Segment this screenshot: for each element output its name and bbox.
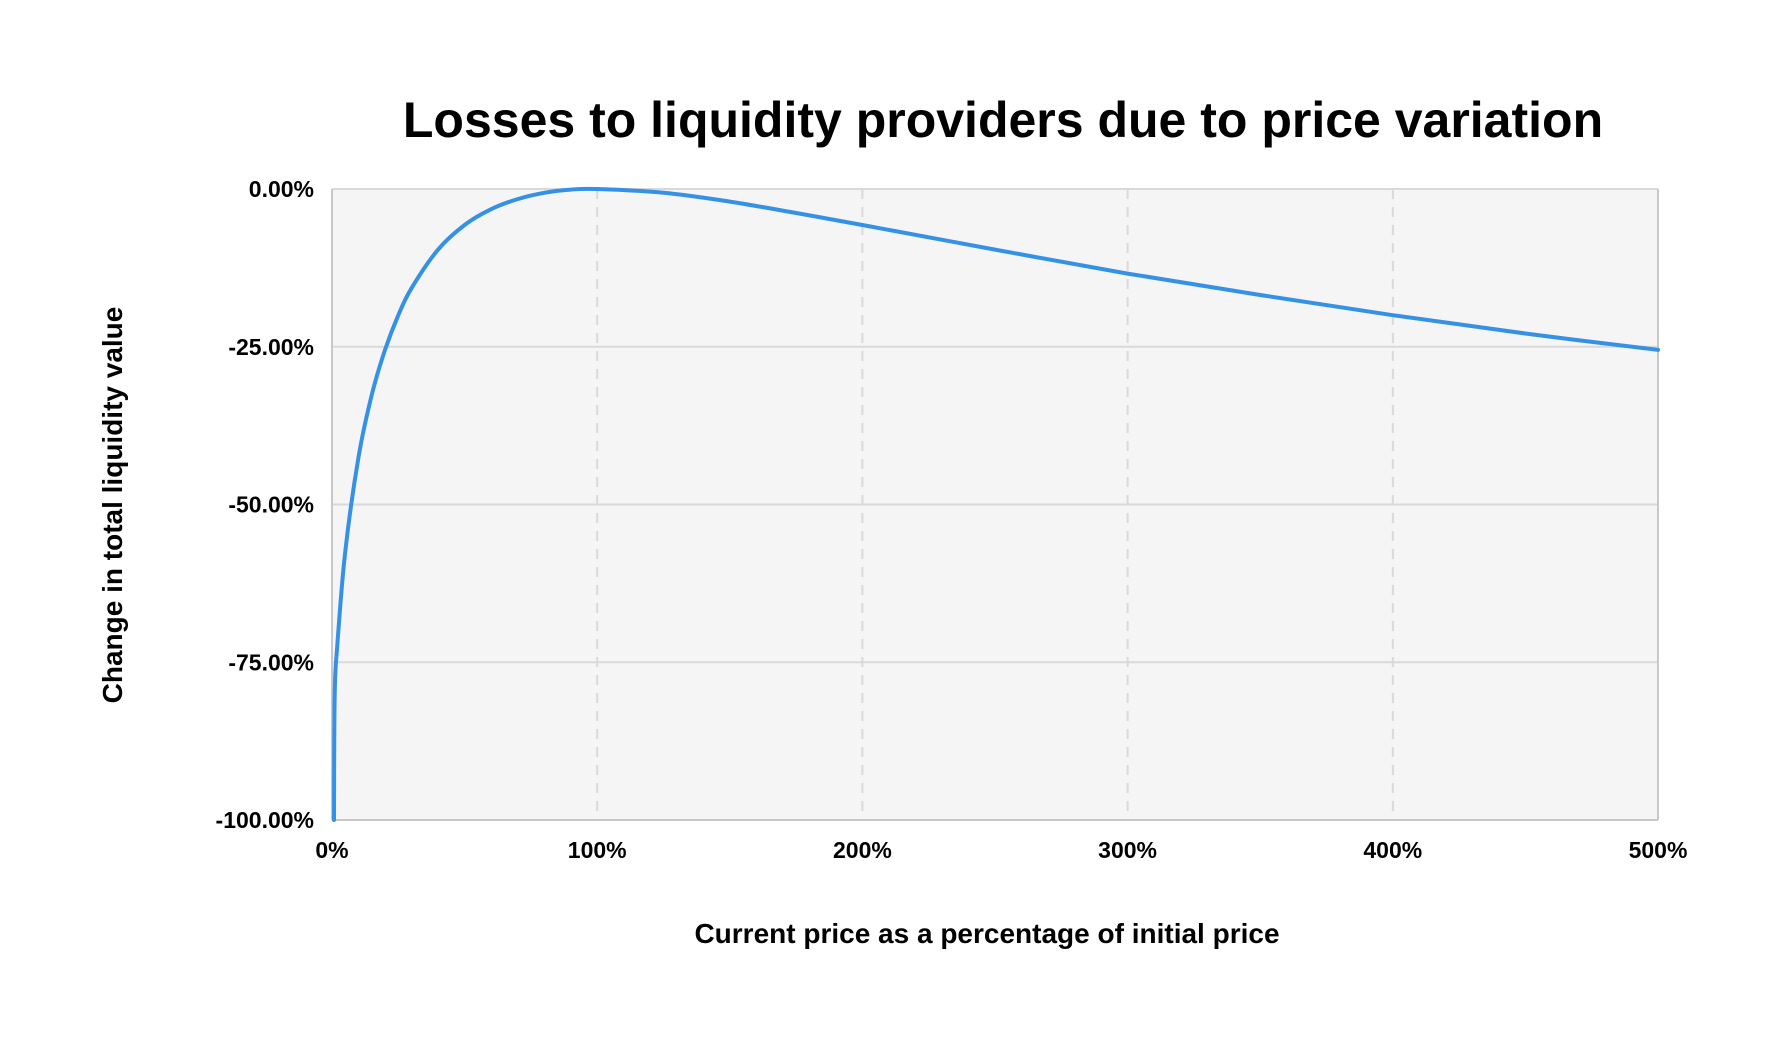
x-tick-label: 0% [315, 837, 348, 863]
x-tick-label: 500% [1629, 837, 1688, 863]
x-tick-label: 300% [1098, 837, 1157, 863]
x-tick-label: 200% [833, 837, 892, 863]
y-tick-label: -100.00% [216, 807, 314, 833]
x-tick-label: 400% [1363, 837, 1422, 863]
horizontal-gridlines [332, 188, 1658, 664]
x-axis-label: Current price as a percentage of initial… [694, 918, 1279, 949]
y-tick-label: -75.00% [228, 649, 314, 675]
vertical-gridlines [596, 189, 1394, 820]
series-line [332, 186, 1660, 822]
chart-title: Losses to liquidity providers due to pri… [403, 92, 1603, 148]
y-tick-label: -25.00% [228, 334, 314, 360]
y-axis-label: Change in total liquidity value [97, 307, 128, 704]
y-axis-ticks: 0.00% -25.00% -50.00% -75.00% -100.00% [216, 176, 314, 833]
y-tick-label: -50.00% [228, 492, 314, 518]
x-tick-label: 100% [568, 837, 627, 863]
y-tick-label: 0.00% [249, 176, 314, 202]
x-axis-ticks: 0% 100% 200% 300% 400% 500% [315, 837, 1687, 863]
